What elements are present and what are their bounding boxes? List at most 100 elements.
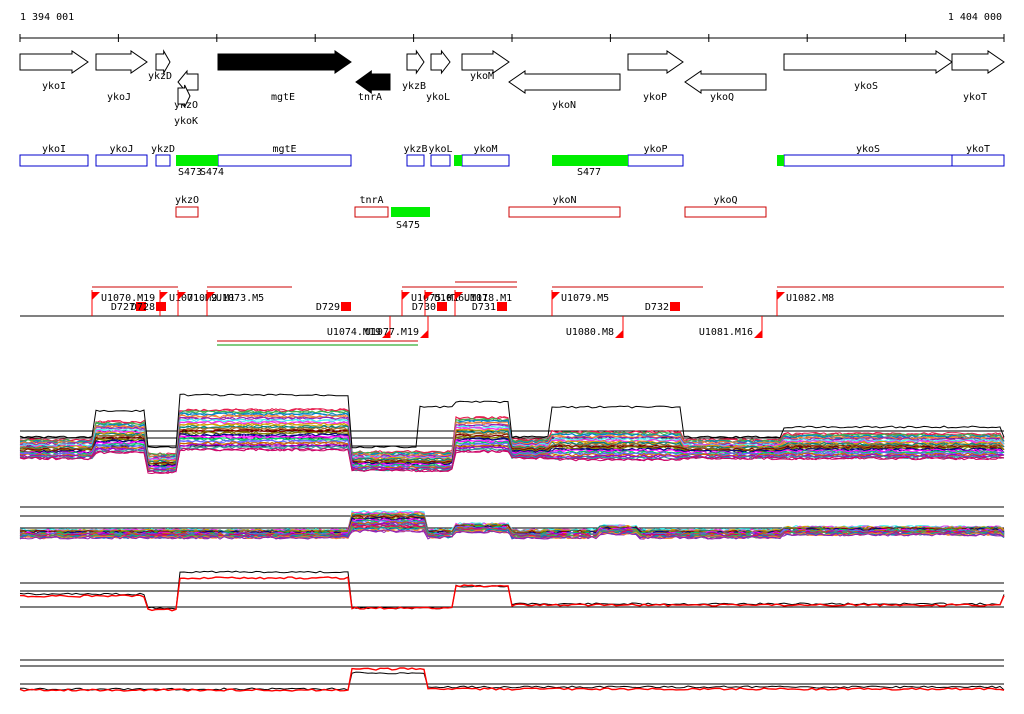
downshift-label-D729: D729 xyxy=(316,302,340,313)
gene-label-ykzB: ykzB xyxy=(402,81,426,92)
plus-feature-label-mgtE: mgtE xyxy=(272,144,296,155)
gene-label-ykoK: ykoK xyxy=(174,116,198,127)
segment-label-bottom-U1077.M19: U1077.M19 xyxy=(365,327,419,338)
gene-label-tnrA: tnrA xyxy=(358,92,382,103)
minus-feature-box-ykzO xyxy=(175,206,199,218)
segment-label-top-U1075.M1: U1075.M1 xyxy=(411,293,459,304)
plus-feature-label-ykoL: ykoL xyxy=(428,144,452,155)
gene-label-ykoT: ykoT xyxy=(963,92,987,103)
aggregate-profile-minus-strand xyxy=(19,659,1005,692)
gene-arrow-ykoN xyxy=(508,70,621,94)
segment-flag-top xyxy=(178,292,186,300)
segment-flag-bottom xyxy=(382,330,390,338)
segment-label-bottom-U1081.M16: U1081.M16 xyxy=(699,327,753,338)
segment-label-top-U1079.M5: U1079.M5 xyxy=(561,293,609,304)
plus-feature-label-ykzB: ykzB xyxy=(403,144,427,155)
plus-feature-label-ykoP: ykoP xyxy=(643,144,667,155)
gene-arrow-ykoP xyxy=(627,50,684,74)
plus-marker-label-S473: S473 xyxy=(178,167,202,178)
plus-feature-box-ykoL xyxy=(430,154,451,167)
minus-feature-label-ykzO: ykzO xyxy=(175,195,199,206)
gene-arrow-ykoM xyxy=(461,50,510,74)
plus-green-block xyxy=(777,155,784,166)
end-coordinate: 1 404 000 xyxy=(947,12,1002,23)
minus-feature-label-ykoQ: ykoQ xyxy=(713,195,737,206)
plus-feature-label-ykoJ: ykoJ xyxy=(109,144,133,155)
segment-label-top-U1078.M1: U1078.M1 xyxy=(464,293,512,304)
segment-flag-top xyxy=(402,292,410,300)
segment-label-top-U1076.M11: U1076.M11 xyxy=(434,293,488,304)
gene-label-ykoL: ykoL xyxy=(426,92,450,103)
segment-flag-bottom xyxy=(754,330,762,338)
segment-flag-top xyxy=(92,292,100,300)
start-coordinate: 1 394 001 xyxy=(20,12,75,23)
plus-feature-box-ykzD xyxy=(155,154,171,167)
downshift-box-D731 xyxy=(497,302,507,311)
panel-2-trace xyxy=(19,528,1005,540)
panel-2-trace xyxy=(19,527,1005,539)
gene-arrow-ykoQ xyxy=(684,70,767,94)
aggregate-profile-plus-strand xyxy=(19,570,1005,612)
gene-label-ykoM: ykoM xyxy=(470,71,494,82)
downshift-label-D727: D727 xyxy=(111,302,135,313)
segment-label-bottom-U1074.M19: U1074.M19 xyxy=(327,327,381,338)
plus-green-block xyxy=(176,155,218,166)
downshift-box-D728 xyxy=(156,302,166,311)
gene-arrow-tnrA xyxy=(355,70,391,94)
gene-label-mgtE: mgtE xyxy=(271,92,295,103)
plus-feature-box-mgtE xyxy=(217,154,352,167)
panel-1-trace xyxy=(19,445,1005,472)
segment-label-top-U1071.M9: U1071.M9 xyxy=(169,293,217,304)
minus-feature-box-ykoQ xyxy=(684,206,767,218)
downshift-box-D729 xyxy=(341,302,351,311)
gene-arrow-ykoT xyxy=(951,50,1005,74)
gene-arrow-ykoJ xyxy=(95,50,148,74)
plus-feature-box-ykoJ xyxy=(95,154,148,167)
expression-panel-plus-strand xyxy=(19,393,1005,475)
minus-feature-box-ykoN xyxy=(508,206,621,218)
segment-flag-bottom xyxy=(420,330,428,338)
plus-feature-box-ykoM xyxy=(461,154,510,167)
downshift-box-D727 xyxy=(136,302,146,311)
downshift-label-D732: D732 xyxy=(645,302,669,313)
downshift-box-D732 xyxy=(670,302,680,311)
segment-label-top-U1073.M5: U1073.M5 xyxy=(216,293,264,304)
gene-label-ykzD: ykzD xyxy=(148,71,172,82)
plus-feature-label-ykzD: ykzD xyxy=(151,144,175,155)
plus-feature-label-ykoI: ykoI xyxy=(42,144,66,155)
panel-1-envelope-trace xyxy=(19,393,1005,449)
plus-feature-label-ykoM: ykoM xyxy=(473,144,497,155)
plus-green-block xyxy=(454,155,462,166)
minus-feature-label-ykoN: ykoN xyxy=(552,195,576,206)
plus-feature-box-ykoP xyxy=(627,154,684,167)
plus-marker-label-S474: S474 xyxy=(200,167,224,178)
plus-feature-label-ykoS: ykoS xyxy=(856,144,880,155)
minus-marker-label-S475: S475 xyxy=(396,220,420,231)
downshift-label-D728: D728 xyxy=(131,302,155,313)
plus-strand-feature-track: ykoI ykoJ ykzD mgtE ykzB ykoL ykoM ykoP ykoS ykoT… xyxy=(19,144,1005,178)
expression-panel-minus-strand xyxy=(19,506,1005,540)
segment-flag-bottom xyxy=(615,330,623,338)
plus-feature-box-ykoT xyxy=(951,154,1005,167)
gene-label-ykoJ: ykoJ xyxy=(107,92,131,103)
gene-arrow-ykoS xyxy=(783,50,953,74)
segment-flag-top xyxy=(207,292,215,300)
panel-3-red-trace xyxy=(19,576,1005,612)
gene-label-ykoN: ykoN xyxy=(552,100,576,111)
gene-label-ykzO: ykzO xyxy=(174,100,198,111)
gene-label-ykoS: ykoS xyxy=(854,81,878,92)
gene-arrow-mgtE xyxy=(217,50,352,74)
segment-label-top-U1070.M19: U1070.M19 xyxy=(101,293,155,304)
plus-feature-box-ykoI xyxy=(19,154,89,167)
plus-marker-label-S477: S477 xyxy=(577,167,601,178)
gene-arrow-ykoL xyxy=(430,49,451,75)
panel-4-black-trace xyxy=(19,671,1005,691)
segment-flag-top xyxy=(455,292,463,300)
plus-feature-box-ykzB xyxy=(406,154,425,167)
panel-2-trace xyxy=(19,529,1005,540)
plus-feature-box-ykoS xyxy=(783,154,953,167)
segment-label-top-U1072.M1: U1072.M1 xyxy=(187,293,235,304)
